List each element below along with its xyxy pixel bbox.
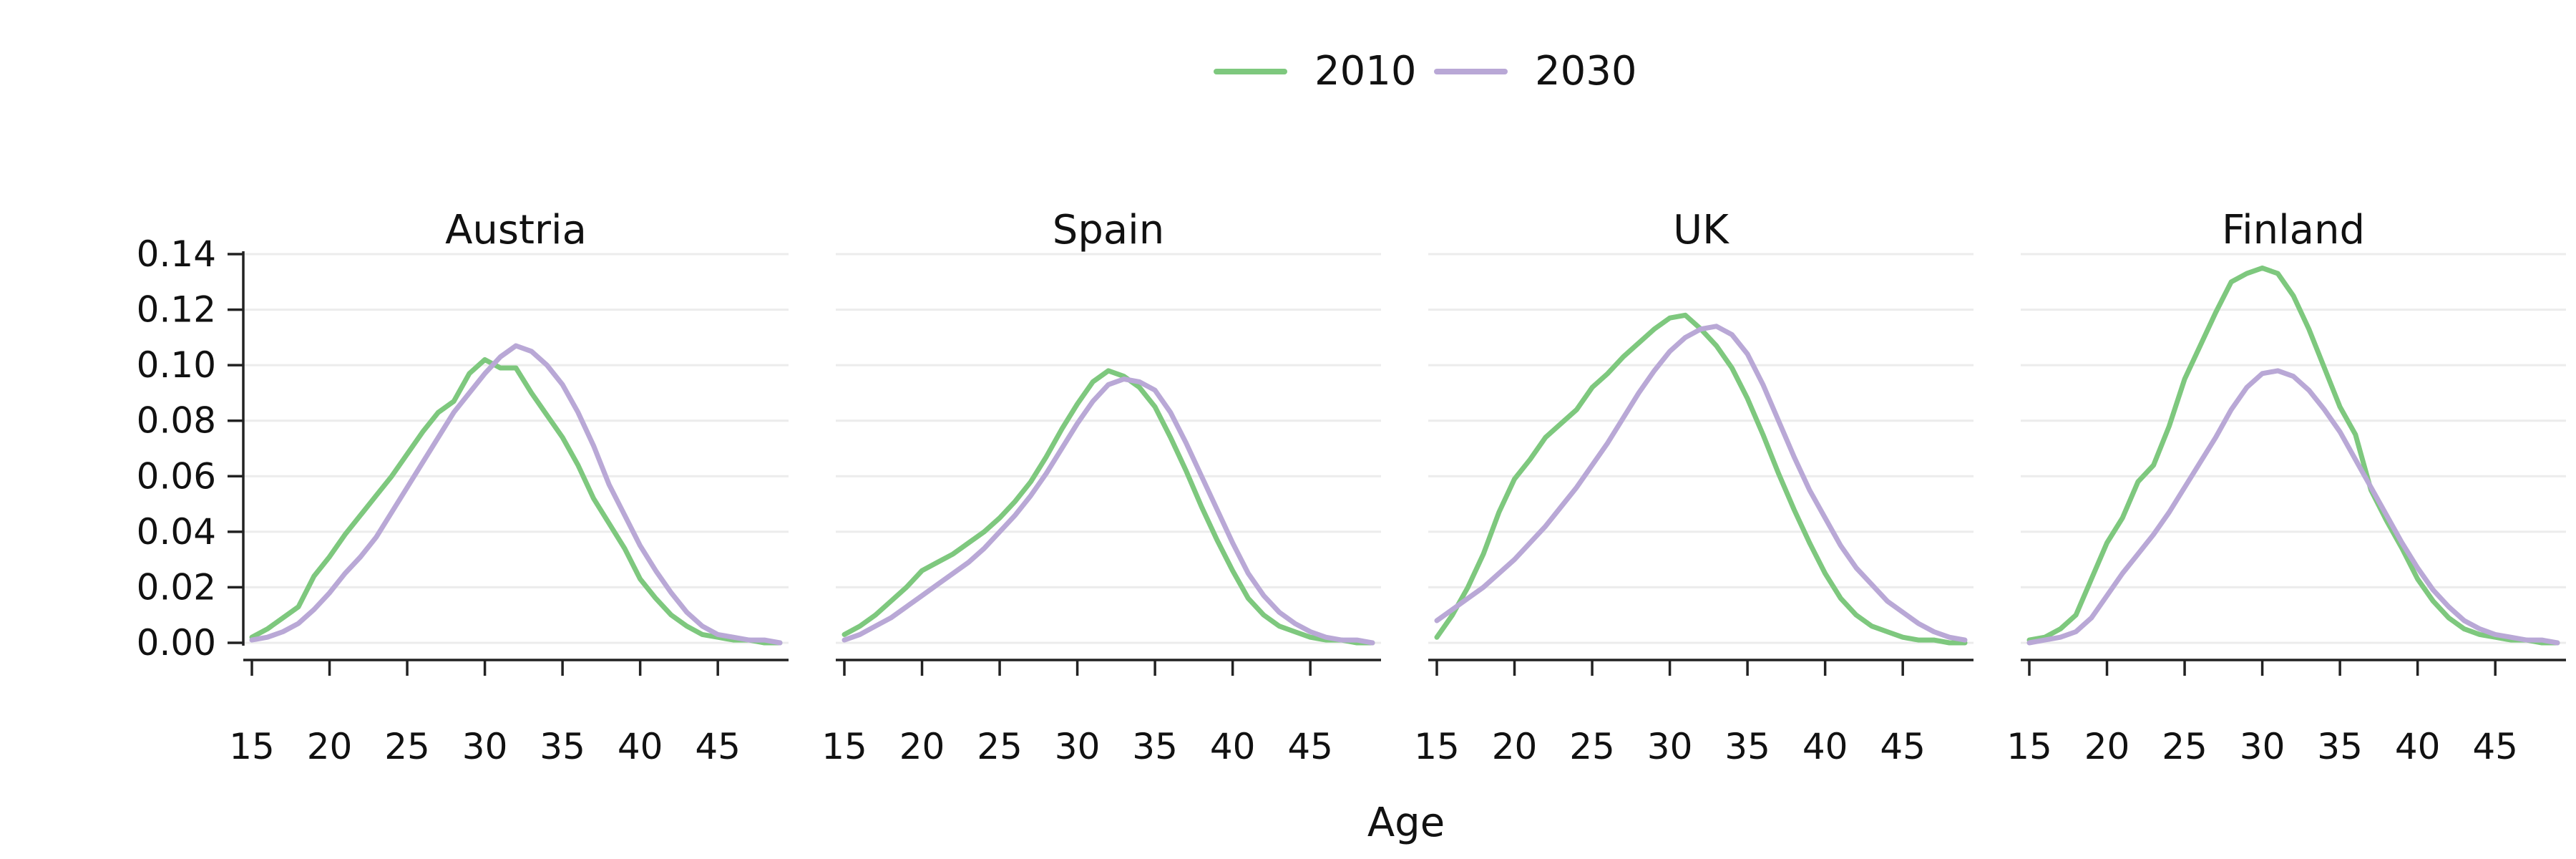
x-tick-label: 40	[1802, 726, 1848, 767]
y-tick-label: 0.12	[137, 289, 216, 331]
x-tick-label: 15	[1414, 726, 1460, 767]
x-tick-label: 45	[1287, 726, 1333, 767]
series-line-2030-austria	[249, 343, 783, 646]
x-tick-label: 15	[2006, 726, 2052, 767]
x-tick-label: 45	[2472, 726, 2518, 767]
panel-title: Spain	[1053, 207, 1164, 253]
panel-title: UK	[1673, 207, 1729, 253]
y-tick-label: 0.00	[137, 622, 216, 664]
y-tick-label: 0.02	[137, 566, 216, 608]
x-tick-label: 30	[1055, 726, 1101, 767]
x-tick-label: 35	[1724, 726, 1770, 767]
x-tick-label: 45	[1880, 726, 1926, 767]
x-tick-label: 30	[462, 726, 508, 767]
x-axis-title: Age	[1367, 800, 1445, 846]
x-tick-label: 40	[618, 726, 663, 767]
legend-label-2010: 2010	[1314, 48, 1417, 94]
x-tick-label: 35	[1132, 726, 1178, 767]
panel-finland: Finland 15 20 25 30 35 40 45	[2006, 207, 2566, 767]
x-tick-label: 25	[1569, 726, 1615, 767]
x-tick-label: 45	[695, 726, 741, 767]
panel-uk: UK 15 20 25 30 35 40 45	[1414, 207, 1974, 767]
x-tick-label: 15	[229, 726, 275, 767]
chart-panels: Austria 15 20 25 30 35 40 45 0.00 0.02 0.04 0.06 0.0…	[137, 207, 2566, 767]
x-tick-label: 40	[2395, 726, 2441, 767]
series-line-2030-uk	[1434, 324, 1968, 643]
panel-austria: Austria 15 20 25 30 35 40 45 0.00 0.02 0.04 0.06 0.0…	[137, 207, 789, 767]
legend-label-2030: 2030	[1535, 48, 1637, 94]
x-tick-label: 15	[821, 726, 867, 767]
x-tick-label: 20	[307, 726, 353, 767]
legend: 2010 2030	[1214, 48, 1637, 94]
x-tick-label: 20	[2084, 726, 2130, 767]
x-tick-label: 30	[2240, 726, 2285, 767]
x-tick-label: 25	[384, 726, 430, 767]
series-line-2010-austria	[249, 356, 783, 646]
series-line-2030-spain	[841, 377, 1375, 646]
panel-title: Austria	[445, 207, 587, 253]
y-tick-label: 0.10	[137, 344, 216, 386]
x-tick-label: 25	[977, 726, 1023, 767]
y-tick-label: 0.06	[137, 455, 216, 497]
x-tick-label: 25	[2162, 726, 2207, 767]
x-tick-label: 30	[1647, 726, 1693, 767]
y-tick-label: 0.14	[137, 233, 216, 275]
x-tick-label: 35	[2317, 726, 2363, 767]
y-tick-label: 0.04	[137, 511, 216, 553]
series-line-2010-spain	[841, 368, 1375, 646]
x-tick-label: 35	[540, 726, 585, 767]
x-tick-label: 20	[899, 726, 945, 767]
x-tick-label: 20	[1492, 726, 1538, 767]
y-tick-label: 0.08	[137, 400, 216, 442]
panel-spain: Spain 15 20 25 30 35 40 45	[821, 207, 1381, 767]
series-line-2010-finland	[2026, 265, 2560, 646]
panel-title: Finland	[2222, 207, 2365, 253]
series-line-2030-finland	[2026, 368, 2560, 646]
x-tick-label: 40	[1210, 726, 1256, 767]
